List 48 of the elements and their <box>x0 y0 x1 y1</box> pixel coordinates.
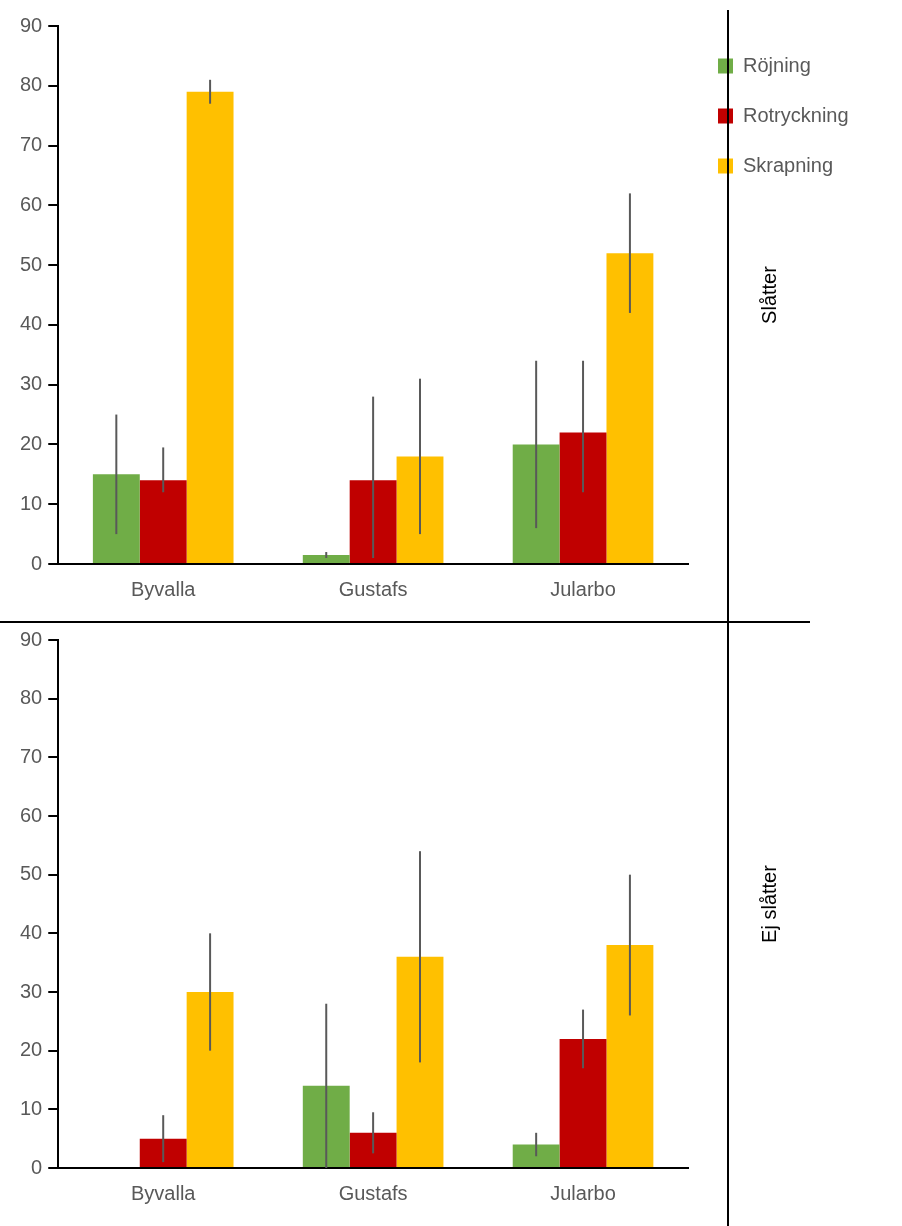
bar <box>139 480 187 563</box>
y-tick-label: 80 <box>20 686 43 709</box>
bar <box>606 945 654 1167</box>
y-tick-label: 20 <box>20 1038 43 1061</box>
y-tick-label: 0 <box>31 551 43 574</box>
bar <box>396 956 444 1167</box>
legend-label: Rotryckning <box>743 103 849 126</box>
y-tick-label: 70 <box>20 133 43 156</box>
bar <box>139 1138 187 1167</box>
bar <box>302 1085 350 1167</box>
y-tick-label: 80 <box>20 73 43 96</box>
bar <box>559 1038 607 1167</box>
y2-axis-title: Ej slåtter <box>757 864 780 943</box>
y-tick-label: 0 <box>31 1155 43 1178</box>
bar <box>186 992 234 1167</box>
bar <box>186 91 234 563</box>
y-tick-label: 90 <box>20 627 43 650</box>
y-tick-label: 40 <box>20 312 43 335</box>
y-tick-label: 10 <box>20 491 43 514</box>
y-tick-label: 20 <box>20 431 43 454</box>
x-tick-label: Gustafs <box>338 577 408 600</box>
y-tick-label: 60 <box>20 803 43 826</box>
y-tick-label: 90 <box>20 13 43 36</box>
x-tick-label: Jularbo <box>550 1181 616 1204</box>
bar <box>302 555 350 563</box>
x-tick-label: Byvalla <box>130 1181 197 1204</box>
legend-label: Skrapning <box>743 153 834 176</box>
y-tick-label: 50 <box>20 862 43 885</box>
bar <box>559 432 607 563</box>
bar <box>92 474 140 563</box>
bar <box>512 1144 560 1167</box>
bar <box>349 480 397 563</box>
x-tick-label: Jularbo <box>550 577 616 600</box>
bar <box>396 456 444 563</box>
y-tick-label: 30 <box>20 372 43 395</box>
x-tick-label: Gustafs <box>338 1181 408 1204</box>
y-tick-label: 30 <box>20 979 43 1002</box>
bar <box>349 1132 397 1167</box>
y-tick-label: 40 <box>20 920 43 943</box>
x-tick-label: Byvalla <box>130 577 197 600</box>
legend-label: Röjning <box>743 53 811 76</box>
y2-axis-title: Slåtter <box>757 265 780 324</box>
y-tick-label: 70 <box>20 744 43 767</box>
bar <box>512 444 560 563</box>
y-tick-label: 50 <box>20 252 43 275</box>
bar <box>606 253 654 563</box>
y-tick-label: 10 <box>20 1096 43 1119</box>
y-tick-label: 60 <box>20 192 43 215</box>
